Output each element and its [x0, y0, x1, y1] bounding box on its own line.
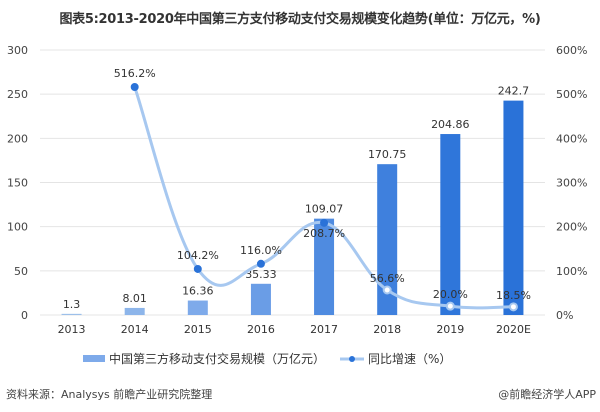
credit-note: @前瞻经济学人APP: [498, 388, 596, 401]
right-axis-tick: 400%: [556, 132, 587, 145]
bar-value-label: 109.07: [305, 203, 344, 216]
bar: [503, 100, 524, 316]
right-axis-tick: 600%: [556, 44, 587, 57]
left-axis-tick: 300: [7, 44, 28, 57]
line-marker: [320, 218, 329, 227]
legend-line-marker: [349, 356, 355, 362]
legend-line-label: 同比增速（%）: [368, 352, 451, 366]
x-axis-tick: 2014: [121, 323, 149, 336]
x-axis-tick: 2017: [310, 323, 338, 336]
bar: [61, 313, 82, 315]
bar-value-label: 16.36: [182, 285, 214, 298]
bar: [124, 307, 145, 315]
line-marker: [382, 285, 392, 295]
x-axis-tick: 2013: [58, 323, 86, 336]
line-value-label: 516.2%: [114, 67, 156, 80]
source-note: 资料来源：Analysys 前瞻产业研究院整理: [6, 388, 213, 401]
legend-bar-swatch: [83, 355, 105, 362]
growth-line: [133, 86, 514, 310]
bar: [250, 283, 271, 315]
line-marker: [193, 264, 202, 273]
right-axis-tick: 0%: [556, 309, 573, 322]
line-value-label: 56.6%: [370, 272, 405, 285]
line-value-label: 18.5%: [496, 289, 531, 302]
bar: [440, 134, 461, 315]
right-axis-tick: 100%: [556, 265, 587, 278]
legend-bar-label: 中国第三方移动支付交易规模（万亿元）: [109, 351, 325, 366]
line-marker: [445, 301, 455, 311]
left-axis-tick: 150: [7, 177, 28, 190]
x-axis-tick: 2019: [436, 323, 464, 336]
line-value-label: 20.0%: [433, 288, 468, 301]
bar: [314, 218, 335, 315]
left-axis-tick: 250: [7, 88, 28, 101]
line-value-label: 104.2%: [177, 249, 219, 262]
left-axis-tick: 0: [21, 309, 28, 322]
right-axis-tick: 300%: [556, 177, 587, 190]
left-axis-tick: 100: [7, 221, 28, 234]
bar: [377, 164, 398, 315]
line-marker: [508, 302, 518, 312]
line-value-label: 208.7%: [303, 227, 345, 240]
bar-value-label: 170.75: [368, 148, 407, 161]
right-axis-tick: 500%: [556, 88, 587, 101]
bar: [187, 300, 208, 315]
line-marker: [130, 83, 139, 92]
chart-title: 图表5:2013-2020年中国第三方支付移动支付交易规模变化趋势(单位：万亿元…: [59, 12, 541, 27]
line-marker: [256, 259, 265, 268]
bar-value-label: 8.01: [122, 292, 147, 305]
bar-value-label: 242.7: [498, 85, 530, 98]
left-axis-tick: 200: [7, 132, 28, 145]
x-axis-tick: 2020E: [496, 323, 531, 336]
x-axis-tick: 2015: [184, 323, 212, 336]
bar-value-label: 1.3: [63, 298, 81, 311]
x-axis-tick: 2016: [247, 323, 275, 336]
right-axis-tick: 200%: [556, 221, 587, 234]
bar-value-label: 204.86: [431, 118, 470, 131]
x-axis-tick: 2018: [373, 323, 401, 336]
line-value-label: 116.0%: [240, 244, 282, 257]
bar-value-label: 35.33: [245, 268, 277, 281]
left-axis-tick: 50: [14, 265, 28, 278]
